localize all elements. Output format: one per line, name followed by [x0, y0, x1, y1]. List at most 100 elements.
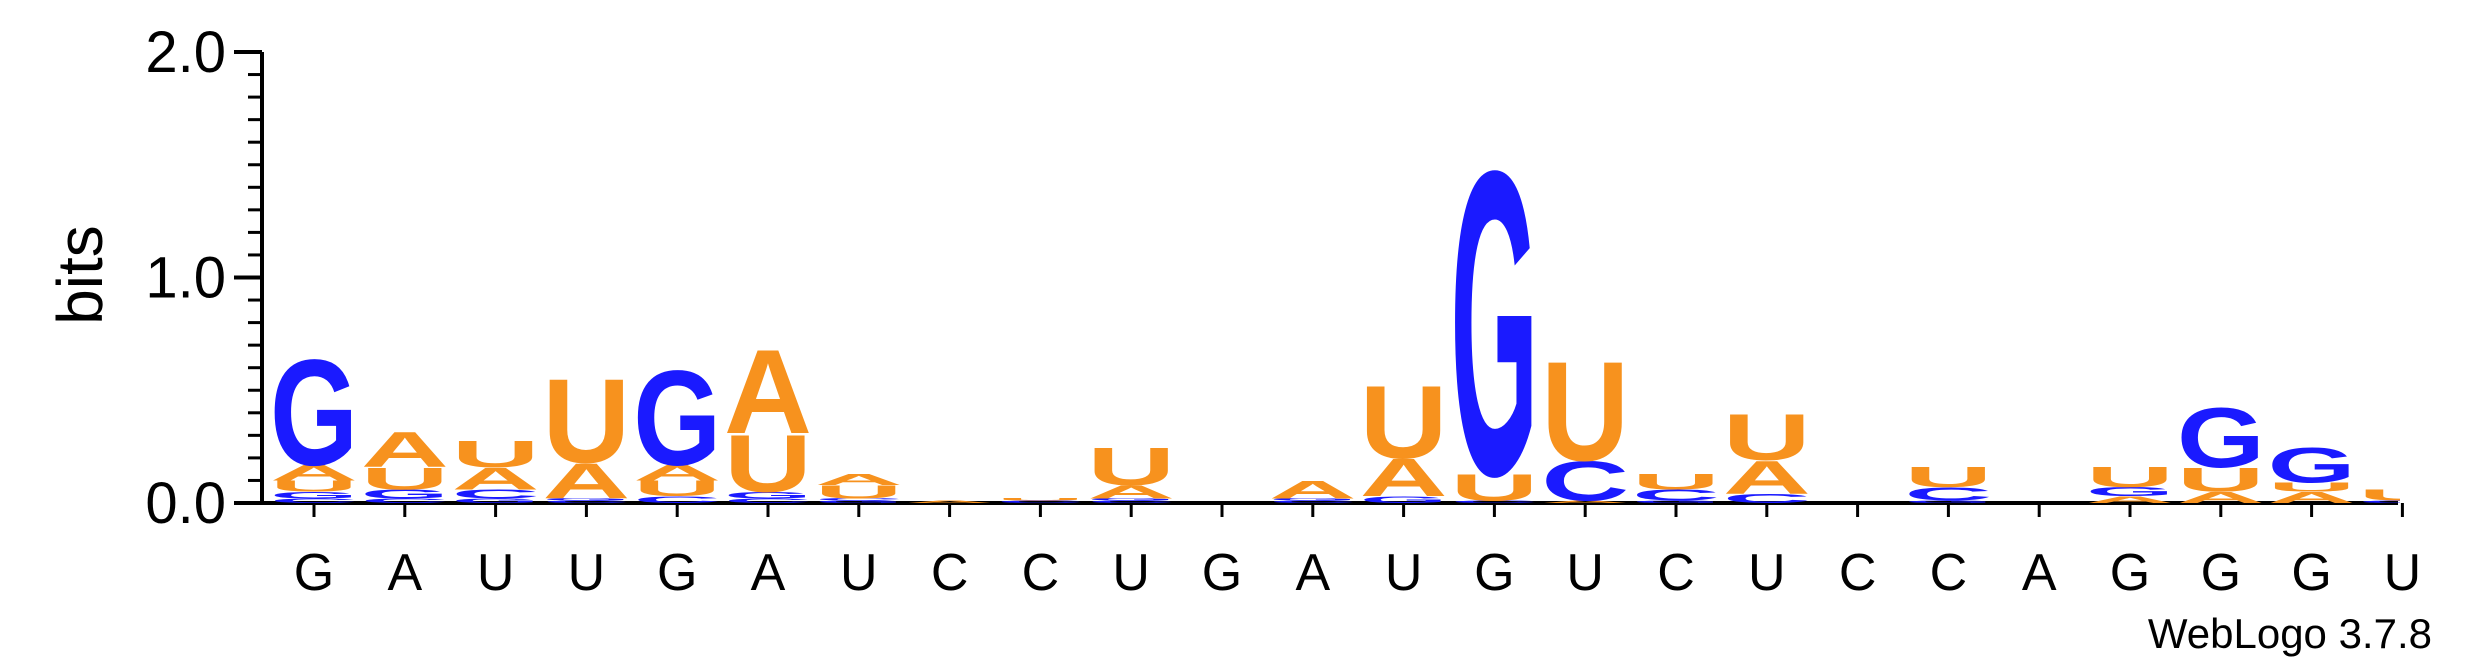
- logo-letter-U: U: [1904, 462, 1992, 494]
- y-axis: 0.0 1.0 2.0: [145, 20, 264, 536]
- x-tick-label: G: [2110, 544, 2150, 602]
- logo-letter-U: U: [1541, 333, 1629, 492]
- logo-letter-U: U: [1723, 400, 1811, 474]
- logo-letter-C: C: [361, 497, 449, 504]
- logo-letter-A: A: [452, 461, 540, 496]
- logo-letter-G: G: [270, 329, 358, 498]
- logo-letter-U: U: [724, 418, 812, 510]
- logo-letter-U: U: [815, 482, 903, 503]
- x-tick-label: U: [1385, 544, 1423, 602]
- logo-letter-A: A: [724, 325, 812, 459]
- x-tick-label: G: [657, 544, 697, 602]
- x-tick-label: G: [1474, 544, 1514, 602]
- logo-letter-U: U: [996, 498, 1084, 502]
- logo-letter-A: A: [2268, 489, 2356, 507]
- weblogo-version-label: WebLogo 3.7.8: [2148, 610, 2432, 657]
- x-tick-label: G: [294, 544, 334, 602]
- logo-letter-G: G: [724, 490, 812, 501]
- x-tick-label: C: [1930, 544, 1968, 602]
- logo-letter-A: A: [1269, 476, 1357, 504]
- x-tick-label: U: [840, 544, 878, 602]
- logo-letter-C: C: [1723, 492, 1811, 506]
- logo-letter-C: C: [1904, 484, 1992, 505]
- logo-letter-U: U: [1360, 363, 1448, 480]
- x-tick-label: C: [1022, 544, 1060, 602]
- logo-letter-A: A: [1087, 482, 1175, 503]
- logo-letter-C: C: [724, 497, 812, 504]
- y-tick-label: 1.0: [145, 246, 226, 311]
- logo-letter-A: A: [633, 461, 721, 486]
- x-tick-label: C: [931, 544, 969, 602]
- logo-letter-C: C: [270, 497, 358, 504]
- logo-letter-U: U: [2268, 481, 2356, 495]
- logo-letter-G: G: [633, 343, 721, 494]
- logo-letter-G: G: [2177, 390, 2265, 485]
- logo-letter-A: A: [270, 461, 358, 486]
- x-tick-label: G: [2201, 544, 2241, 602]
- logo-letter-G: G: [2268, 437, 2356, 493]
- x-tick-label: U: [1748, 544, 1786, 602]
- x-tick-label: U: [1112, 544, 1150, 602]
- logo-letter-G: G: [452, 497, 540, 504]
- x-tick-label: A: [751, 544, 786, 602]
- logo-letter-G: G: [2086, 485, 2174, 499]
- logo-letter-A: A: [2177, 489, 2265, 507]
- x-tick-label: A: [1295, 544, 1330, 602]
- x-tick-label: C: [1839, 544, 1877, 602]
- logo-letter-G: G: [815, 500, 903, 504]
- x-tick-label: U: [2384, 544, 2422, 602]
- logo-letter-U: U: [2086, 462, 2174, 494]
- y-axis-label: bits: [44, 225, 116, 325]
- x-tick-label: U: [1566, 544, 1604, 602]
- logo-letter-C: C: [1632, 487, 1720, 505]
- logo-letter-A: A: [1541, 500, 1629, 504]
- x-tick-label: U: [477, 544, 515, 602]
- logo-letter-C: C: [1541, 450, 1629, 513]
- logo-letter-G: G: [2358, 500, 2446, 504]
- logo-letter-C: C: [633, 495, 721, 505]
- logo-letter-C: C: [1450, 500, 1538, 504]
- logo-letter-A: A: [361, 422, 449, 478]
- logo-letter-A: A: [1360, 448, 1448, 508]
- x-tick-label: A: [387, 544, 422, 602]
- logo-letter-C: C: [1087, 500, 1175, 504]
- logo-letter-C: C: [542, 500, 630, 504]
- logo-letter-G: G: [1087, 498, 1175, 502]
- logo-letter-U: U: [542, 354, 630, 488]
- logo-letter-A: A: [2086, 495, 2174, 505]
- x-tick-label: U: [568, 544, 606, 602]
- logo-letter-G: G: [1904, 500, 1992, 504]
- logo-letter-G: G: [270, 490, 358, 501]
- logo-letter-A: A: [1723, 451, 1811, 504]
- y-tick-label: 0.0: [145, 471, 226, 536]
- logo-letter-C: C: [1269, 500, 1357, 504]
- logo-letter-U: U: [361, 461, 449, 496]
- x-tick-label: C: [1657, 544, 1695, 602]
- y-tick-label: 2.0: [145, 20, 226, 85]
- logo-letter-C: C: [996, 500, 1084, 504]
- x-tick-label: A: [2022, 544, 2057, 602]
- logo-letter-A: A: [542, 453, 630, 509]
- logo-letter-G: G: [361, 487, 449, 501]
- logo-letter-G: G: [1632, 500, 1720, 504]
- logo-letter-G: G: [1360, 495, 1448, 506]
- logo-letter-A: A: [906, 500, 994, 504]
- logo-letter-C: C: [815, 498, 903, 502]
- logo-letter-U: U: [452, 433, 540, 475]
- x-tick-label: G: [1202, 544, 1242, 602]
- logo-letter-U: U: [1632, 470, 1720, 495]
- logo-letter-U: U: [1450, 467, 1538, 509]
- logo-letter-U: U: [270, 478, 358, 496]
- logo-letter-U: U: [2358, 487, 2446, 505]
- logo-letter-G: G: [1269, 498, 1357, 502]
- logo-letter-U: U: [2177, 460, 2265, 499]
- logo-letter-C: C: [452, 487, 540, 501]
- x-tick-label: G: [2291, 544, 2331, 602]
- logo-letter-G: G: [1450, 82, 1538, 566]
- logo-letter-U: U: [633, 476, 721, 501]
- logo-letter-U: U: [1087, 437, 1175, 497]
- logo-letter-G: G: [542, 498, 630, 502]
